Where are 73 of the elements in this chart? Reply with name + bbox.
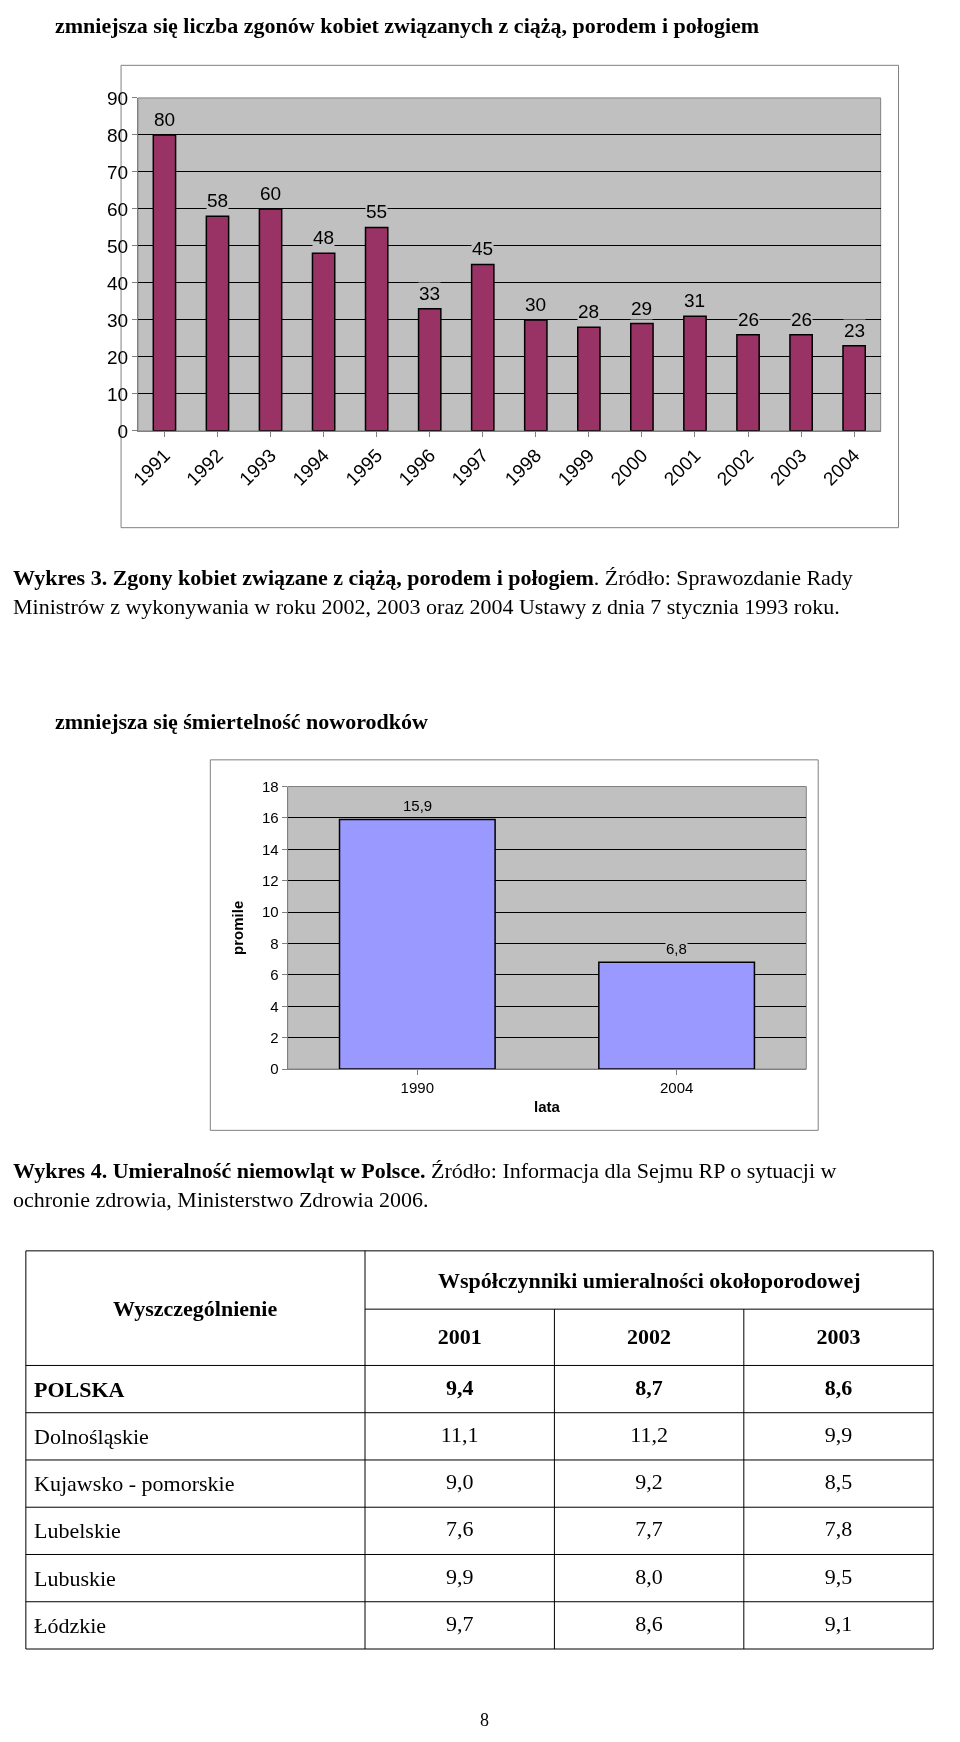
text: 9,5 — [824, 1563, 853, 1589]
data-label: 55 — [366, 201, 388, 222]
y-tick-label: 6 — [270, 966, 279, 984]
text: 8,0 — [635, 1563, 663, 1589]
y-tick-label: 10 — [106, 383, 129, 405]
y-tick-label: 20 — [106, 346, 129, 368]
text: 7,7 — [635, 1516, 663, 1542]
x-tick-label: 2004 — [659, 1079, 694, 1097]
text: 11,2 — [630, 1421, 668, 1447]
text: 8,6 — [824, 1374, 853, 1400]
text: Współczynniki umieralności okołoporodowej — [438, 1268, 861, 1293]
y-tick-label: 18 — [261, 777, 279, 795]
data-label: 31 — [684, 290, 706, 311]
data-label: 30 — [525, 294, 547, 315]
data-label: 45 — [472, 238, 494, 259]
data-label: 23 — [844, 320, 866, 341]
y-tick-label: 12 — [261, 871, 279, 889]
data-label: 48 — [313, 227, 335, 248]
text: 11,1 — [440, 1421, 479, 1447]
y-tick-label: 2 — [270, 1028, 279, 1046]
text: 9,1 — [824, 1610, 853, 1636]
text: 9,9 — [824, 1421, 853, 1447]
text: 8,6 — [635, 1610, 663, 1636]
text: 9,2 — [635, 1469, 663, 1495]
y-tick-label: 8 — [270, 934, 279, 952]
text: Wykres 4. Umieralność niemowląt w Polsce. — [13, 1158, 426, 1183]
category-label: Łódzkie — [34, 1613, 107, 1638]
category-label: Lubelskie — [34, 1518, 121, 1543]
x-axis-title: lata — [534, 1098, 561, 1116]
text: 7,6 — [445, 1516, 474, 1542]
data-label: 33 — [419, 283, 441, 304]
y-tick-label: 90 — [106, 87, 129, 109]
y-tick-label: 40 — [106, 272, 129, 294]
category-label: 2003 — [816, 1324, 861, 1350]
data-label: 29 — [631, 298, 653, 319]
x-tick-label: 1990 — [400, 1079, 434, 1097]
y-tick-label: 80 — [106, 124, 129, 146]
chart-title: zmniejsza się śmiertelność noworodków — [55, 709, 429, 734]
y-tick-label: 30 — [106, 309, 129, 331]
data-label: 26 — [791, 309, 813, 330]
category-label: 2002 — [627, 1324, 672, 1350]
category-label: Kujawsko - pomorskie — [34, 1471, 235, 1496]
y-tick-label: 70 — [106, 161, 129, 183]
y-tick-label: 50 — [106, 235, 129, 257]
y-tick-label: 14 — [261, 840, 279, 858]
y-tick-label: 10 — [261, 903, 279, 921]
text: 8 — [480, 1710, 489, 1730]
y-tick-label: 0 — [270, 1060, 279, 1078]
y-tick-label: 4 — [270, 997, 279, 1015]
text: Wyszczególnienie — [113, 1296, 278, 1321]
text: 8,5 — [824, 1469, 853, 1495]
category-label: Dolnośląskie — [34, 1424, 149, 1449]
text: Wykres 3. Zgony kobiet związane z ciążą, porodem i połogiem — [13, 565, 594, 590]
text: 9,7 — [445, 1610, 474, 1636]
text: 7,8 — [824, 1516, 853, 1542]
data-label: 6,8 — [666, 940, 687, 957]
data-label: 80 — [154, 109, 176, 130]
data-label: 58 — [207, 190, 229, 211]
category-label: Lubuskie — [34, 1566, 116, 1591]
data-label: 15,9 — [403, 797, 433, 814]
text: 8,7 — [635, 1374, 663, 1400]
data-label: 26 — [738, 309, 760, 330]
y-tick-label: 60 — [106, 198, 129, 220]
text: 9,9 — [445, 1563, 474, 1589]
chart-title: zmniejsza się liczba zgonów kobiet związanych z ciążą, porodem i połogiem — [55, 13, 760, 38]
y-tick-label: 16 — [261, 809, 279, 827]
text: 9,4 — [445, 1374, 474, 1400]
text: 9,0 — [445, 1469, 474, 1495]
y-tick-label: 0 — [117, 420, 129, 442]
y-axis-title: promile — [229, 900, 247, 955]
category-label: POLSKA — [34, 1377, 125, 1402]
data-label: 28 — [578, 301, 600, 322]
category-label: 2001 — [437, 1324, 482, 1350]
